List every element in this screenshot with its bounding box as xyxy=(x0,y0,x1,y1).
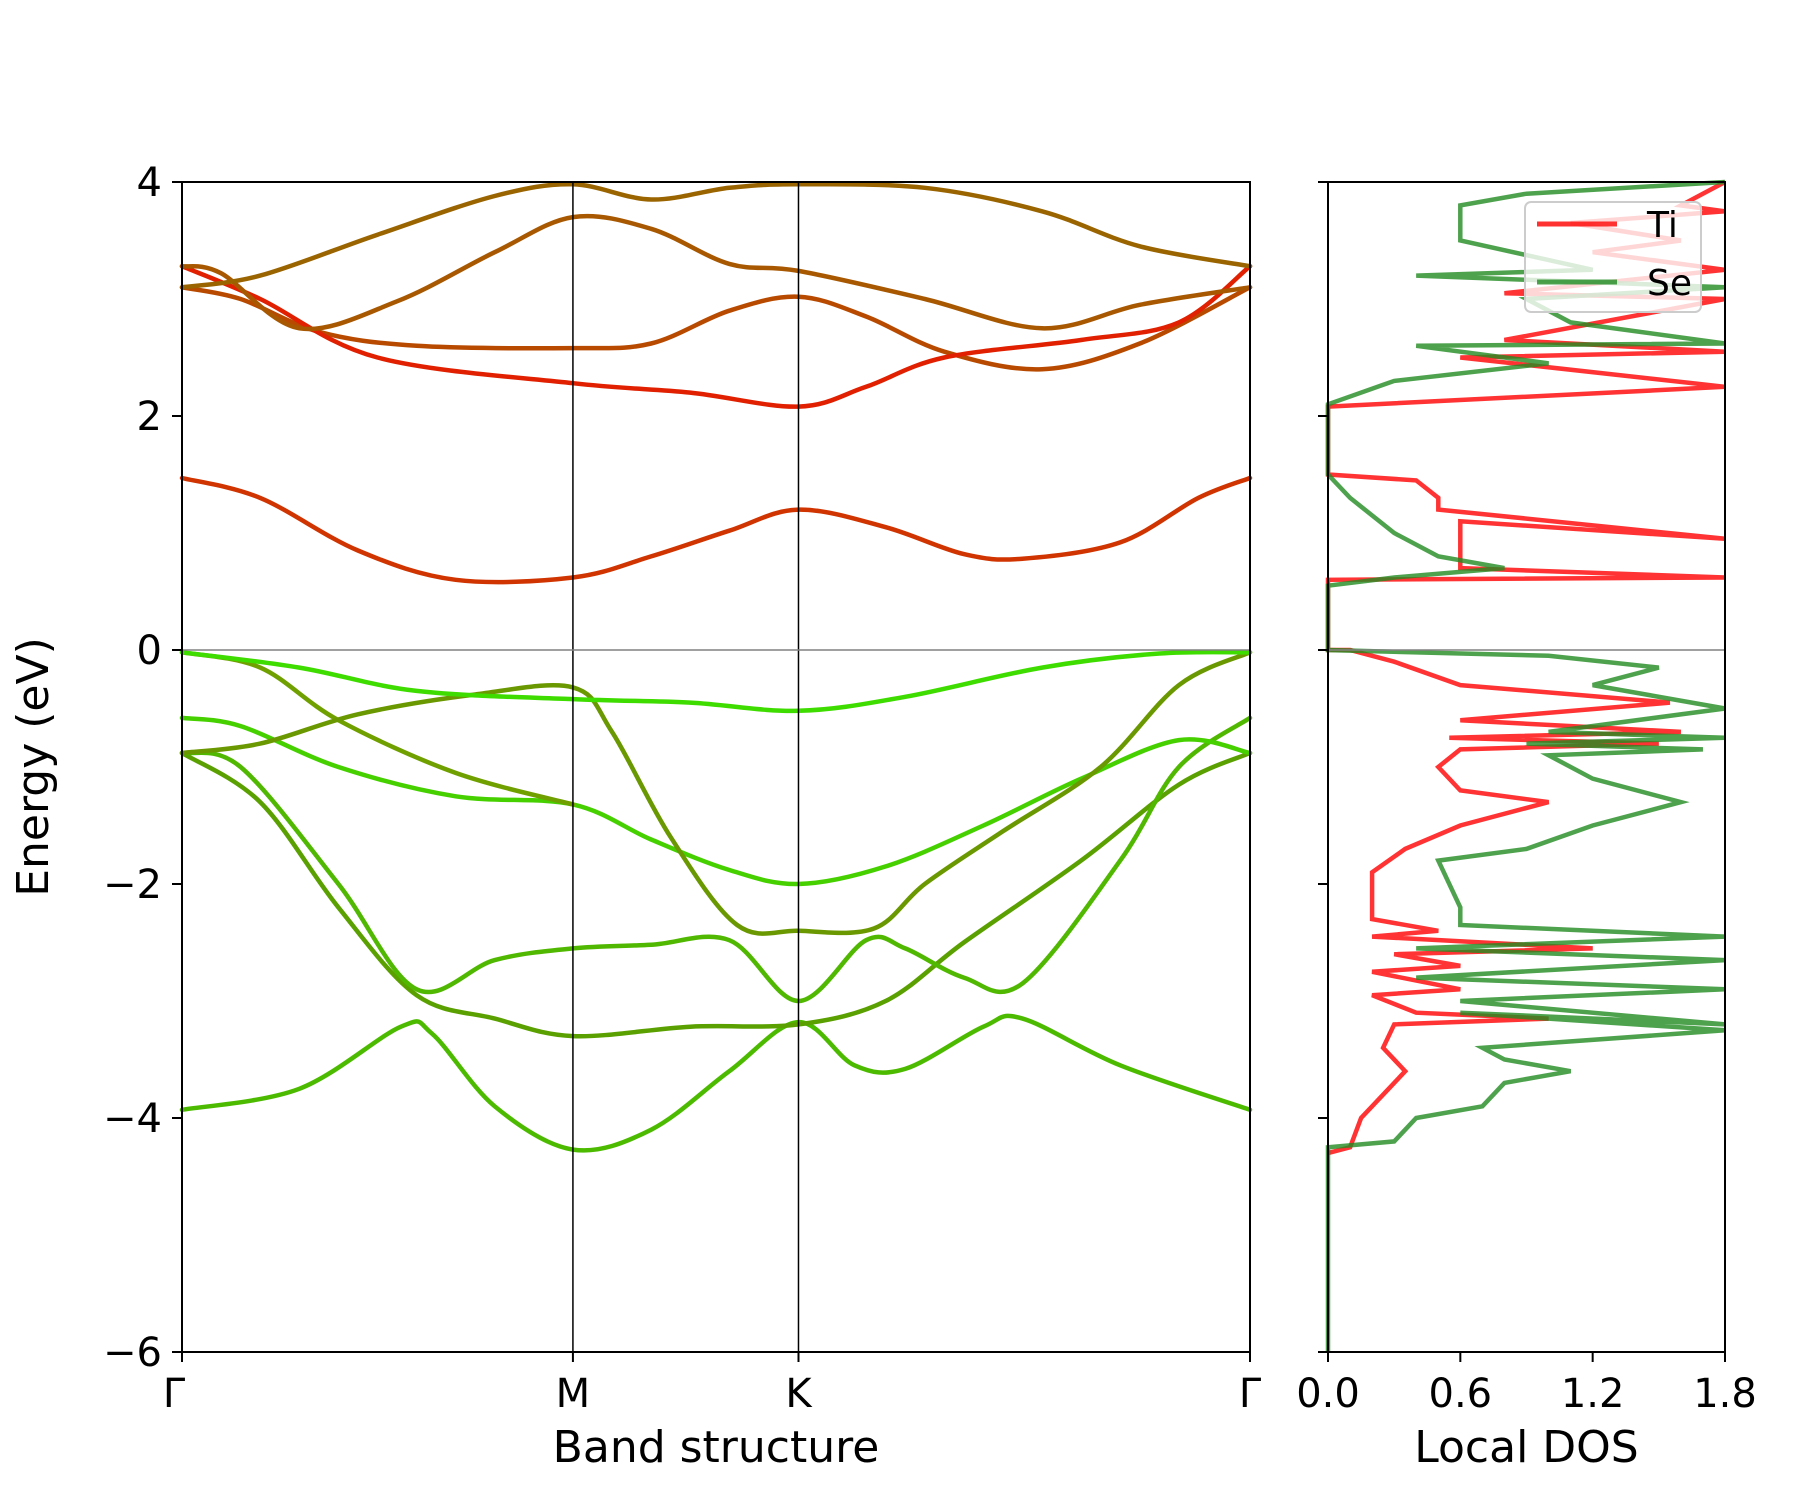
dos-legend: Ti Se xyxy=(1524,201,1702,313)
band-x-axis-title: Band structure xyxy=(553,1422,880,1473)
dos-y-ticks xyxy=(1318,181,1328,1353)
local-dos-panel: 0.0 0.6 1.2 1.8 Local DOS Ti Se xyxy=(1296,179,1757,1473)
band-line-9 xyxy=(179,285,1253,372)
band-y-tick-label: −4 xyxy=(103,1096,162,1142)
dos-x-tick-label: 0.0 xyxy=(1296,1371,1360,1417)
dos-x-axis-title: Local DOS xyxy=(1414,1422,1638,1473)
band-x-tick-label: M xyxy=(556,1371,591,1417)
band-line-5 xyxy=(179,650,576,807)
band-line-2 xyxy=(179,750,1253,1039)
kpoint-divider-lines xyxy=(572,182,800,1352)
band-lines xyxy=(179,181,1253,1153)
band-y-tick-label: 0 xyxy=(137,628,162,674)
band-structure-panel: −6 −4 −2 0 2 4 Γ M K Γ Energy (eV) Band structur… xyxy=(8,160,1262,1473)
legend-label-se: Se xyxy=(1647,263,1692,304)
band-line-1 xyxy=(179,1013,1253,1153)
dos-line-se xyxy=(1325,179,1726,1352)
dos-x-tick-label: 1.2 xyxy=(1561,1371,1625,1417)
band-y-axis-title: Energy (eV) xyxy=(8,637,59,897)
band-line-7 xyxy=(179,649,1253,714)
band-y-ticks: −6 −4 −2 0 2 4 xyxy=(103,160,182,1376)
band-y-tick-label: −6 xyxy=(103,1330,162,1376)
band-line-11 xyxy=(179,213,1253,332)
band-y-tick-label: 4 xyxy=(137,160,162,206)
band-line-12 xyxy=(179,181,1253,290)
band-line-3 xyxy=(179,715,1253,1004)
dos-x-tick-label: 0.6 xyxy=(1429,1371,1493,1417)
band-y-tick-label: −2 xyxy=(103,862,162,908)
band-line-10 xyxy=(179,263,1253,409)
band-x-tick-label: K xyxy=(785,1371,813,1417)
band-line-6 xyxy=(179,650,1253,936)
dos-axes-frame xyxy=(1327,181,1726,1353)
band-y-tick-label: 2 xyxy=(137,394,162,440)
band-x-tick-label: Γ xyxy=(1239,1371,1262,1417)
band-axes-frame xyxy=(181,181,1251,1353)
band-x-tick-label: Γ xyxy=(163,1371,186,1417)
dos-x-tick-label: 1.8 xyxy=(1693,1371,1757,1417)
legend-label-ti: Ti xyxy=(1646,205,1678,246)
band-line-4 xyxy=(179,715,1253,887)
dos-x-ticks: 0.0 0.6 1.2 1.8 xyxy=(1296,1352,1757,1417)
dos-lines xyxy=(1325,179,1727,1352)
band-line-8 xyxy=(179,475,1253,585)
